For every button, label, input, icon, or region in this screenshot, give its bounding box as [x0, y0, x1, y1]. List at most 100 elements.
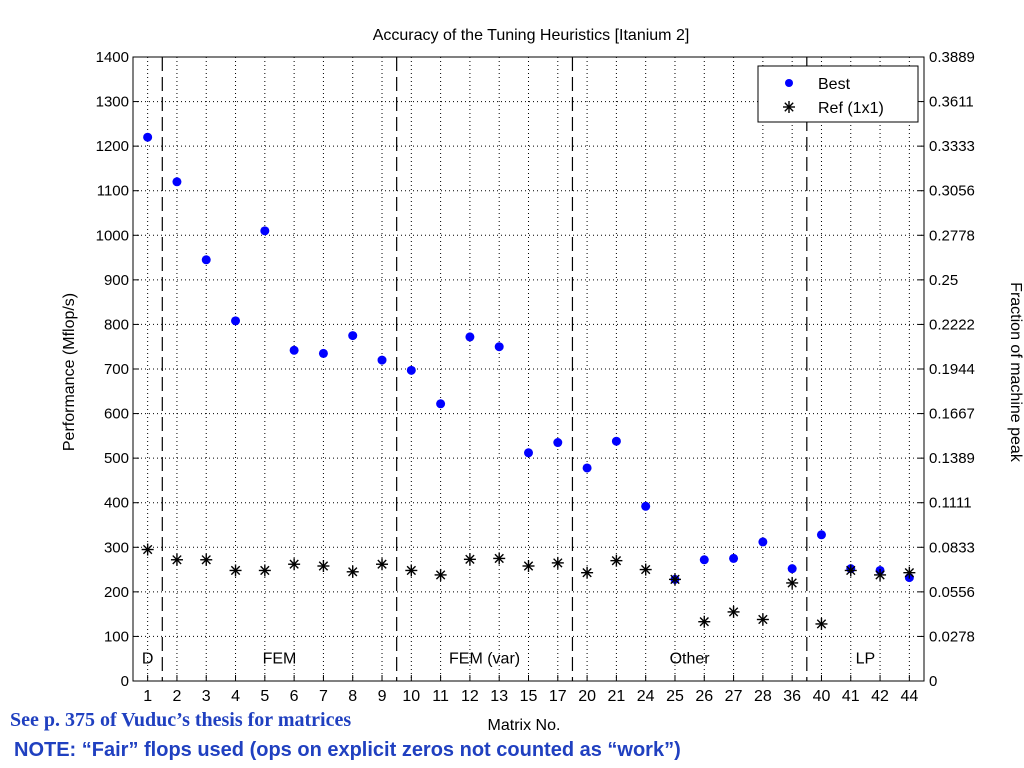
y-tick-label-right: 0.0833: [929, 539, 975, 556]
x-tick-label: 15: [520, 688, 538, 705]
legend: Best Ref (1x1): [757, 65, 919, 123]
x-axis-label: Matrix No.: [488, 717, 561, 734]
ref-point: [815, 617, 828, 630]
legend-best-label: Best: [818, 76, 851, 93]
y-tick-label: 1300: [96, 94, 129, 111]
y-tick-label: 200: [104, 584, 129, 601]
ref-point: [258, 564, 271, 577]
best-point: [524, 448, 533, 458]
chart-title: Accuracy of the Tuning Heuristics [Itani…: [373, 27, 690, 44]
x-tick-label: 3: [202, 688, 211, 705]
x-tick-label: 44: [900, 688, 918, 705]
best-point: [231, 316, 241, 326]
best-point: [611, 436, 621, 446]
x-tick-label: 26: [695, 688, 713, 705]
group-labels: D FEM FEM (var) Other LP: [142, 651, 875, 668]
y-tick-label-right: 0.1389: [929, 450, 975, 467]
x-tick-label: 11: [432, 688, 449, 705]
ref-point: [141, 543, 154, 556]
x-tick-label: 9: [378, 688, 387, 705]
best-point: [318, 348, 328, 358]
x-tick-label: 13: [490, 688, 508, 705]
x-tick-label: 28: [754, 688, 772, 705]
best-point: [641, 501, 651, 511]
y-tick-label-right: 0.25: [929, 272, 958, 289]
ref-point: [844, 564, 857, 577]
y-tick-label-right: 0.0556: [929, 584, 975, 601]
ref-point: [493, 552, 506, 565]
x-tick-label: 41: [842, 688, 860, 705]
y-tick-label: 900: [104, 272, 129, 289]
ref-point: [698, 615, 711, 628]
best-point: [729, 553, 739, 563]
x-tick-label: 25: [666, 688, 684, 705]
best-point: [377, 355, 387, 365]
y-tick-label: 1100: [97, 183, 129, 200]
best-point: [260, 226, 270, 236]
y-axis-label-right: Fraction of machine peak: [1007, 282, 1024, 463]
best-point: [289, 345, 299, 355]
x-tick-label: 4: [231, 688, 240, 705]
ref-point: [288, 558, 301, 571]
ref-point: [581, 566, 594, 579]
best-point: [201, 255, 211, 265]
y-tick-label-right: 0.2778: [929, 227, 975, 244]
y-tick-label: 100: [104, 628, 129, 645]
y-tick-label: 0: [121, 673, 129, 690]
ref-point: [317, 560, 330, 573]
ref-point: [463, 553, 476, 566]
y-tick-label: 300: [104, 539, 129, 556]
ref-point: [405, 564, 418, 577]
x-tick-label: 12: [461, 688, 479, 705]
y-tick-label-right: 0.3056: [929, 183, 975, 200]
x-tick-label: 8: [348, 688, 357, 705]
best-point: [582, 463, 592, 473]
legend-box: [757, 65, 919, 123]
y-tick-label-right: 0.0278: [929, 628, 975, 645]
group-label: FEM (var): [449, 651, 520, 668]
y-tick-label: 500: [104, 450, 129, 467]
ref-point: [170, 553, 183, 566]
group-separators: [161, 57, 808, 681]
best-point: [494, 342, 504, 352]
ref-point: [786, 576, 799, 589]
y-tick-label-right: 0.2222: [929, 316, 975, 333]
best-point: [699, 555, 709, 565]
x-tick-label: 10: [402, 688, 420, 705]
legend-ref-marker: [783, 101, 795, 113]
y-tick-label: 800: [104, 316, 129, 333]
y-axis-label: Performance (Mflop/s): [61, 293, 78, 451]
ref-point: [522, 560, 535, 573]
best-point: [465, 332, 475, 342]
ref-point: [610, 554, 623, 567]
best-point: [406, 365, 416, 375]
y-tick-label: 400: [104, 495, 129, 512]
y-tick-label-right: 0.1111: [929, 495, 972, 512]
x-tick-label: 17: [549, 688, 567, 705]
x-tick-label: 24: [637, 688, 655, 705]
x-tick-label: 21: [607, 688, 625, 705]
y-tick-label-right: 0.1944: [929, 361, 975, 378]
y-tick-label: 1400: [96, 49, 129, 66]
group-label: LP: [856, 651, 876, 668]
y-tick-label: 600: [104, 406, 129, 423]
legend-ref-label: Ref (1x1): [818, 100, 884, 117]
ref-point: [903, 566, 916, 579]
ref-point: [229, 564, 242, 577]
y-tick-label-right: 0.3611: [929, 94, 974, 111]
x-tick-label: 36: [783, 688, 801, 705]
y-tick-label-right: 0.3889: [929, 49, 975, 66]
ref-point: [200, 553, 213, 566]
series-ref: [141, 543, 916, 630]
fair-flops-note: NOTE: “Fair” flops used (ops on explicit…: [14, 739, 681, 761]
best-point: [553, 438, 563, 448]
group-label: D: [142, 651, 154, 668]
x-tick-label: 5: [260, 688, 269, 705]
best-point: [348, 331, 358, 341]
y-tick-label: 1000: [96, 227, 129, 244]
group-label: FEM: [263, 651, 297, 668]
ref-point: [668, 573, 681, 586]
y-tick-label: 700: [104, 361, 129, 378]
